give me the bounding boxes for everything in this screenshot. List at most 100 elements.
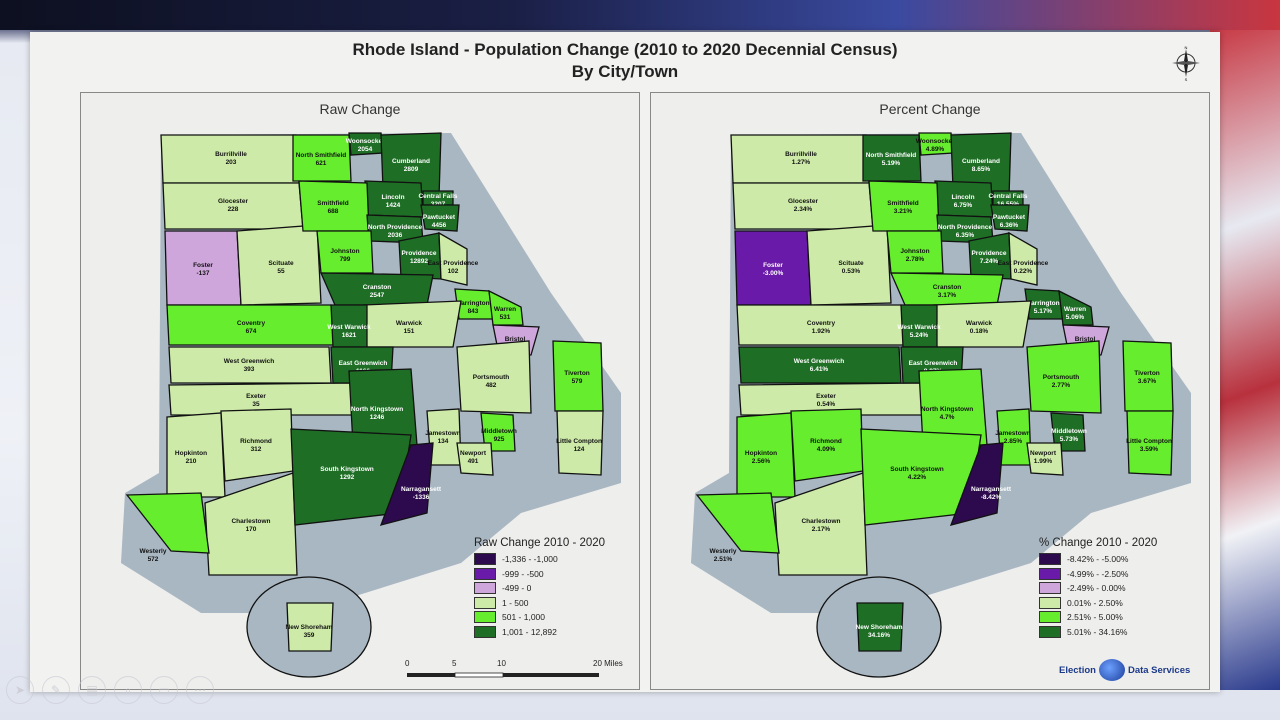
town-name-burrillville: Burrillville xyxy=(785,151,817,158)
town-name-johnston: Johnston xyxy=(900,248,929,255)
town-littlecompton xyxy=(556,410,604,476)
town-name-johnston: Johnston xyxy=(330,248,359,255)
town-newport xyxy=(456,442,494,476)
town-portsmouth xyxy=(1026,340,1102,414)
election-data-services-logo: Election Data Services xyxy=(1059,659,1190,681)
legend-swatch xyxy=(1039,582,1061,595)
town-johnston xyxy=(886,230,944,274)
town-middletown xyxy=(480,412,516,452)
scale-tick-10: 10 xyxy=(497,659,506,668)
town-name-scituate: Scituate xyxy=(838,260,864,267)
town-value-littlecompton: 3.59% xyxy=(1140,446,1159,453)
slides-icon[interactable]: ▤ xyxy=(78,676,106,704)
scale-tick-20: 20 Miles xyxy=(593,659,623,668)
legend-swatch xyxy=(474,553,496,566)
town-name-warwick: Warwick xyxy=(966,320,993,327)
legend-label: -4.99% - -2.50% xyxy=(1067,568,1129,579)
town-name-newshoreham: New Shoreham xyxy=(286,624,333,631)
town-value-barrington: 5.17% xyxy=(1034,308,1053,315)
town-value-jamestown: 134 xyxy=(438,438,449,445)
town-value-northkingstown: 1246 xyxy=(370,414,385,421)
town-richmond xyxy=(790,408,864,482)
pointer-icon[interactable]: ➤ xyxy=(6,676,34,704)
town-name-exeter: Exeter xyxy=(816,393,836,400)
town-name-lincoln: Lincoln xyxy=(381,194,404,201)
town-middletown xyxy=(1050,412,1086,452)
town-value-scituate: 0.53% xyxy=(842,268,861,275)
town-name-barrington: Barrington xyxy=(456,300,489,307)
town-value-pawtucket: 6.36% xyxy=(1000,222,1019,229)
town-northsmithfield xyxy=(292,134,352,182)
legend-item: 0.01% - 2.50% xyxy=(1039,596,1209,611)
town-name-smithfield: Smithfield xyxy=(317,200,348,207)
background-flag-top xyxy=(0,0,1280,30)
subtitles-icon[interactable]: ▭ xyxy=(150,676,178,704)
town-pawtucket xyxy=(420,204,460,232)
town-name-richmond: Richmond xyxy=(810,438,842,445)
town-value-narragansett: -8.42% xyxy=(981,494,1002,501)
town-name-westgreenwich: West Greenwich xyxy=(794,358,844,365)
presentation-toolbar: ➤ ✎ ▤ ⌕ ▭ ⋯ xyxy=(0,672,214,708)
town-name-exeter: Exeter xyxy=(246,393,266,400)
town-richmond xyxy=(220,408,294,482)
zoom-icon[interactable]: ⌕ xyxy=(114,676,142,704)
globe-icon xyxy=(1098,659,1125,681)
legend-label: 5.01% - 34.16% xyxy=(1067,626,1128,637)
town-name-eastprovidence: East Providence xyxy=(998,260,1049,267)
town-value-cumberland: 2809 xyxy=(404,166,419,173)
town-value-hopkinton: 2.56% xyxy=(752,458,771,465)
legend-swatch xyxy=(1039,611,1061,624)
town-name-hopkinton: Hopkinton xyxy=(745,450,777,457)
town-name-barrington: Barrington xyxy=(1026,300,1059,307)
legend-swatch xyxy=(1039,553,1061,566)
legend-label: 0.01% - 2.50% xyxy=(1067,597,1123,608)
town-name-pawtucket: Pawtucket xyxy=(993,214,1026,221)
town-newshoreham xyxy=(286,602,334,652)
town-littlecompton xyxy=(1126,410,1174,476)
town-westgreenwich xyxy=(738,346,902,384)
legend-label: -8.42% - -5.00% xyxy=(1067,554,1129,565)
town-name-gloucester: Glocester xyxy=(788,198,818,205)
town-name-coventry: Coventry xyxy=(237,320,266,327)
town-westgreenwich xyxy=(168,346,332,384)
town-value-smithfield: 688 xyxy=(328,208,339,215)
legend-item: -8.42% - -5.00% xyxy=(1039,552,1209,567)
town-value-tiverton: 579 xyxy=(572,378,583,385)
legend-item: 2.51% - 5.00% xyxy=(1039,610,1209,625)
town-value-johnston: 2.78% xyxy=(906,256,925,263)
legend-item: 1,001 - 12,892 xyxy=(474,625,644,640)
town-value-northsmithfield: 621 xyxy=(316,160,327,167)
scale-tick-5: 5 xyxy=(452,659,457,668)
town-name-cranston: Cranston xyxy=(363,284,392,291)
town-narragansett xyxy=(379,442,434,526)
legend-swatch xyxy=(474,582,496,595)
town-value-burrillville: 203 xyxy=(226,159,237,166)
town-name-portsmouth: Portsmouth xyxy=(1043,374,1080,381)
town-value-newshoreham: 34.16% xyxy=(868,632,890,639)
town-name-smithfield: Smithfield xyxy=(887,200,918,207)
town-value-woonsocket: 4.89% xyxy=(926,146,945,153)
town-value-exeter: 0.54% xyxy=(817,401,836,408)
town-value-jamestown: 2.85% xyxy=(1004,438,1023,445)
town-name-newport: Newport xyxy=(460,450,487,457)
pen-icon[interactable]: ✎ xyxy=(42,676,70,704)
legend-label: 1,001 - 12,892 xyxy=(502,626,557,637)
town-value-scituate: 55 xyxy=(277,268,285,275)
town-value-richmond: 4.09% xyxy=(817,446,836,453)
town-value-newport: 1.99% xyxy=(1034,458,1053,465)
town-name-eastprovidence: East Providence xyxy=(428,260,479,267)
town-value-westgreenwich: 393 xyxy=(244,366,255,373)
town-name-jamestown: Jamestown xyxy=(425,430,460,437)
town-scituate xyxy=(236,224,322,306)
town-value-southkingstown: 1292 xyxy=(340,474,355,481)
town-name-westgreenwich: West Greenwich xyxy=(224,358,274,365)
town-name-narragansett: Narragansett xyxy=(401,486,442,493)
town-name-northsmithfield: North Smithfield xyxy=(866,152,917,159)
more-icon[interactable]: ⋯ xyxy=(186,676,214,704)
town-name-northprovidence: North Providence xyxy=(368,224,423,231)
compass-n-label: N xyxy=(1185,45,1188,50)
legend-label: -1,336 - -1,000 xyxy=(502,554,558,565)
pct-panel-title: Percent Change xyxy=(879,101,981,117)
town-value-portsmouth: 2.77% xyxy=(1052,382,1071,389)
